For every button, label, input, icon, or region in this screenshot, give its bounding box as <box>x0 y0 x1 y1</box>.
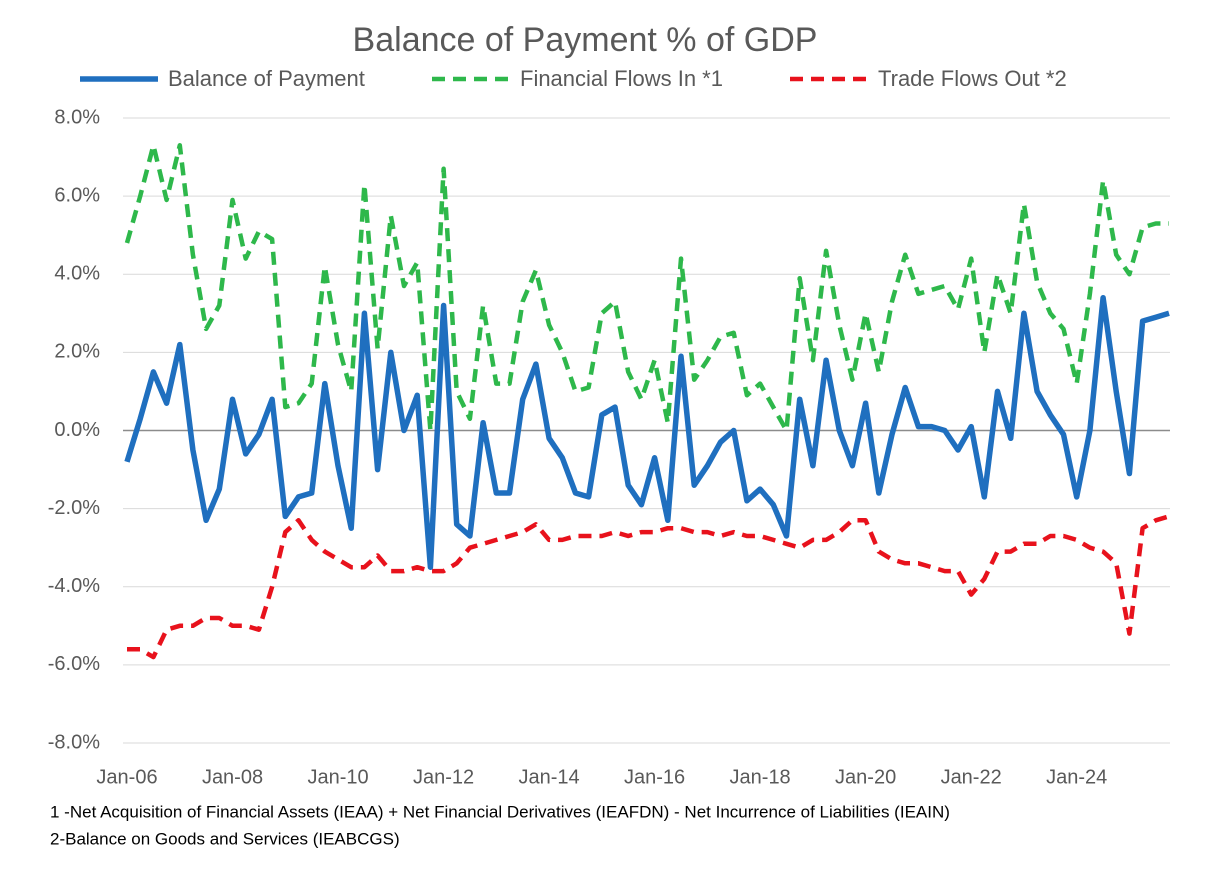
legend-label: Balance of Payment <box>168 66 365 91</box>
y-tick-label: -6.0% <box>48 653 100 675</box>
x-tick-label: Jan-16 <box>624 766 685 788</box>
x-tick-label: Jan-06 <box>96 766 157 788</box>
y-tick-label: 0.0% <box>54 419 100 441</box>
y-tick-label: 2.0% <box>54 341 100 363</box>
x-tick-label: Jan-08 <box>202 766 263 788</box>
series-line <box>124 143 1169 433</box>
footnote: 2-Balance on Goods and Services (IEABCGS… <box>50 829 400 848</box>
series-line <box>124 294 1170 570</box>
x-tick-label: Jan-12 <box>413 766 474 788</box>
series-line <box>127 514 1170 660</box>
legend-label: Trade Flows Out *2 <box>878 66 1067 91</box>
y-tick-label: -4.0% <box>48 575 100 597</box>
footnote: 1 -Net Acquisition of Financial Assets (… <box>50 802 950 821</box>
x-tick-label: Jan-18 <box>730 766 791 788</box>
y-tick-label: 6.0% <box>54 184 100 206</box>
x-tick-label: Jan-14 <box>518 766 579 788</box>
x-tick-label: Jan-22 <box>941 766 1002 788</box>
y-tick-label: -2.0% <box>48 497 100 519</box>
x-tick-label: Jan-20 <box>835 766 896 788</box>
y-tick-label: 4.0% <box>54 263 100 285</box>
y-tick-label: 8.0% <box>54 106 100 128</box>
y-tick-label: -8.0% <box>48 731 100 753</box>
x-tick-label: Jan-24 <box>1046 766 1107 788</box>
x-tick-label: Jan-10 <box>307 766 368 788</box>
chart-title: Balance of Payment % of GDP <box>353 21 818 59</box>
legend-label: Financial Flows In *1 <box>520 66 723 91</box>
